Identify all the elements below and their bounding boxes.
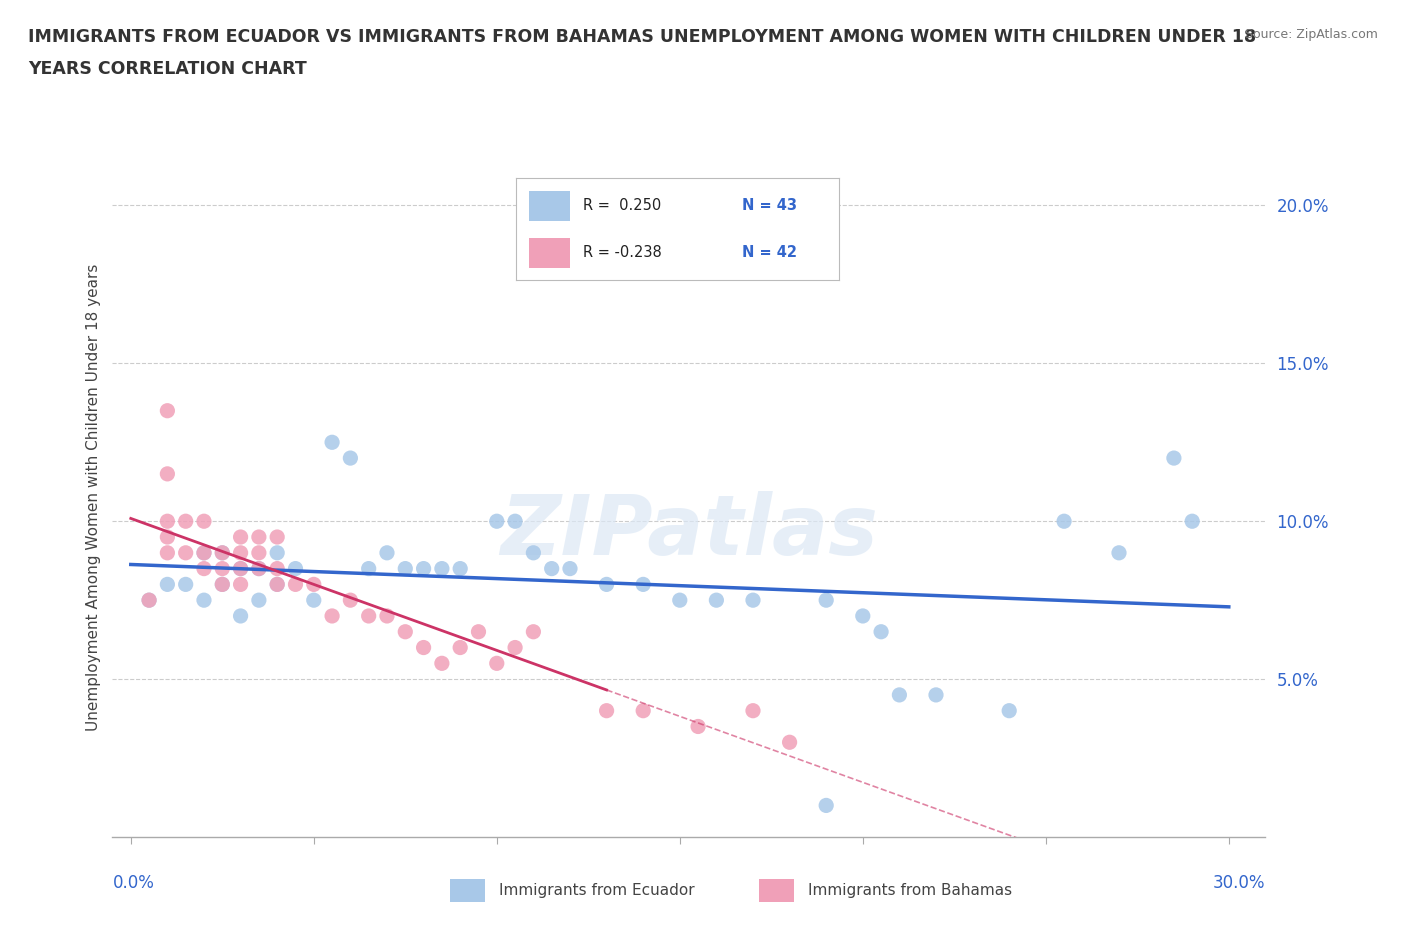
Point [229, 545, 252, 560]
Point [229, 529, 252, 544]
Point [302, 592, 325, 607]
Point [193, 592, 215, 607]
Point [156, 577, 179, 591]
Point [852, 608, 875, 623]
Point [631, 703, 654, 718]
Point [394, 561, 416, 576]
Point [266, 529, 288, 544]
Point [357, 608, 380, 623]
Point [321, 608, 343, 623]
Text: Immigrants from Bahamas: Immigrants from Bahamas [808, 883, 1012, 898]
Point [193, 545, 215, 560]
Point [302, 577, 325, 591]
Point [138, 592, 160, 607]
Point [284, 561, 307, 576]
Point [925, 687, 948, 702]
Text: IMMIGRANTS FROM ECUADOR VS IMMIGRANTS FROM BAHAMAS UNEMPLOYMENT AMONG WOMEN WITH: IMMIGRANTS FROM ECUADOR VS IMMIGRANTS FR… [28, 28, 1256, 46]
Point [522, 545, 544, 560]
Point [631, 577, 654, 591]
Point [449, 640, 471, 655]
Point [558, 561, 581, 576]
Point [211, 577, 233, 591]
Point [375, 545, 398, 560]
Point [247, 592, 270, 607]
Point [430, 656, 453, 671]
Text: Immigrants from Ecuador: Immigrants from Ecuador [499, 883, 695, 898]
Point [266, 561, 288, 576]
Point [211, 577, 233, 591]
Point [815, 798, 838, 813]
Point [174, 513, 197, 528]
Point [247, 561, 270, 576]
Text: 30.0%: 30.0% [1213, 874, 1265, 892]
Point [211, 545, 233, 560]
Text: Source: ZipAtlas.com: Source: ZipAtlas.com [1244, 28, 1378, 41]
Point [998, 703, 1021, 718]
Point [229, 608, 252, 623]
Point [595, 703, 617, 718]
Point [706, 592, 728, 607]
Point [138, 592, 160, 607]
Point [266, 577, 288, 591]
Point [394, 624, 416, 639]
Point [247, 529, 270, 544]
Point [503, 640, 526, 655]
Point [156, 529, 179, 544]
Point [467, 624, 489, 639]
Point [174, 545, 197, 560]
Point [357, 561, 380, 576]
Point [742, 703, 765, 718]
Text: YEARS CORRELATION CHART: YEARS CORRELATION CHART [28, 60, 307, 78]
Point [503, 513, 526, 528]
Point [1108, 545, 1130, 560]
Point [412, 640, 434, 655]
Point [540, 561, 562, 576]
Point [1181, 513, 1204, 528]
Point [266, 545, 288, 560]
Point [485, 656, 508, 671]
Point [668, 592, 690, 607]
Text: 0.0%: 0.0% [112, 874, 155, 892]
Point [449, 561, 471, 576]
Point [870, 624, 893, 639]
Point [247, 545, 270, 560]
Point [412, 561, 434, 576]
Point [595, 577, 617, 591]
Point [485, 513, 508, 528]
Point [742, 592, 765, 607]
Point [193, 561, 215, 576]
Point [156, 513, 179, 528]
Point [174, 577, 197, 591]
Point [229, 577, 252, 591]
Point [339, 451, 361, 466]
Point [1053, 513, 1076, 528]
Point [688, 719, 710, 734]
Point [266, 577, 288, 591]
Point [1163, 451, 1185, 466]
Point [779, 735, 801, 750]
Point [430, 561, 453, 576]
Point [815, 592, 838, 607]
Point [193, 513, 215, 528]
Point [889, 687, 911, 702]
Point [156, 545, 179, 560]
Point [375, 608, 398, 623]
Point [339, 592, 361, 607]
Point [193, 545, 215, 560]
Point [211, 561, 233, 576]
Point [247, 561, 270, 576]
Point [321, 435, 343, 450]
Point [156, 404, 179, 418]
Point [229, 561, 252, 576]
Text: ZIPatlas: ZIPatlas [501, 491, 877, 572]
Point [229, 561, 252, 576]
Point [522, 624, 544, 639]
Y-axis label: Unemployment Among Women with Children Under 18 years: Unemployment Among Women with Children U… [86, 264, 101, 731]
Point [211, 545, 233, 560]
Point [156, 467, 179, 482]
Point [284, 577, 307, 591]
